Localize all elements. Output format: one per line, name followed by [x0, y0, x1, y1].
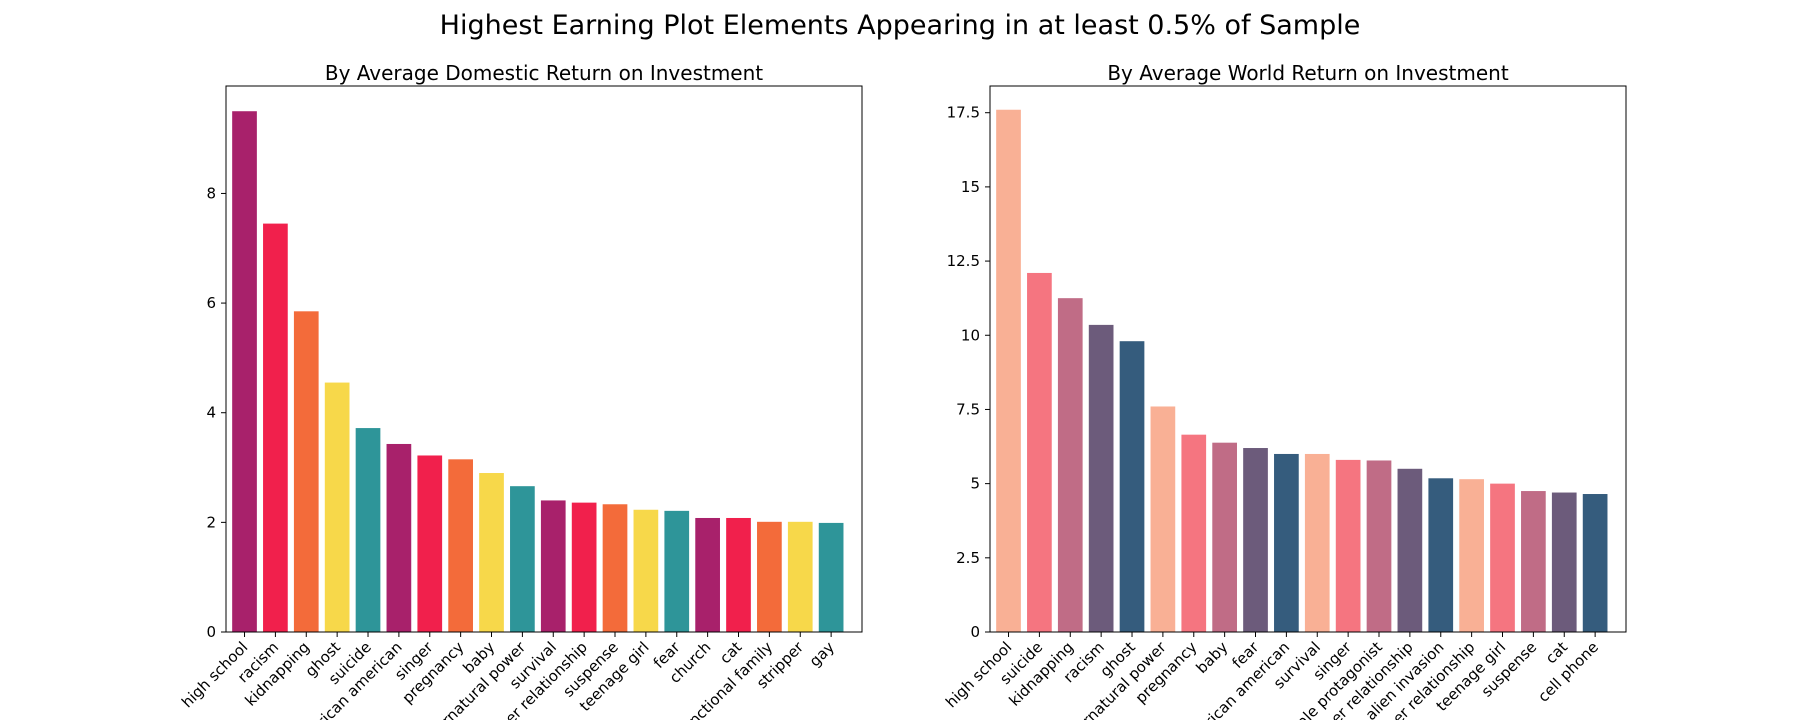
world-bar [1027, 272, 1052, 632]
domestic-bar [571, 502, 597, 632]
world-bar [1181, 434, 1207, 632]
world-y-tick-label: 17.5 [947, 104, 980, 122]
world-y-tick-label: 10 [961, 326, 980, 344]
domestic-bar [479, 473, 504, 632]
world-bar [1490, 483, 1515, 632]
domestic-y-tick-label: 2 [206, 513, 216, 531]
domestic-bar [540, 500, 566, 632]
world-bar [1274, 453, 1299, 632]
world-y-tick-label: 7.5 [956, 400, 980, 418]
world-bar [1366, 460, 1392, 632]
world-bar [1150, 406, 1176, 632]
domestic-bar [726, 517, 751, 632]
domestic-y-tick-label: 4 [206, 404, 216, 422]
domestic-bar [263, 223, 288, 632]
domestic-bar [417, 455, 443, 632]
domestic-y-tick-label: 6 [206, 294, 216, 312]
world-bar [996, 109, 1021, 633]
world-chart-title: By Average World Return on Investment [1107, 61, 1509, 85]
world-bar [1428, 478, 1454, 632]
world-y-tick-label: 15 [961, 178, 980, 196]
world-bar [1304, 453, 1330, 632]
domestic-bar [324, 382, 350, 632]
domestic-bar [664, 510, 690, 632]
world-bar [1551, 492, 1577, 632]
domestic-bar [232, 111, 257, 633]
world-bar [1212, 442, 1237, 632]
world-y-tick-label: 5 [970, 475, 980, 493]
domestic-bar [602, 504, 628, 632]
world-bar [1459, 479, 1484, 632]
domestic-bar [386, 443, 412, 632]
world-bar [1243, 448, 1268, 632]
world-y-tick-label: 2.5 [956, 549, 980, 567]
figure-suptitle: Highest Earning Plot Elements Appearing … [440, 10, 1361, 41]
domestic-bar [293, 311, 319, 632]
domestic-bar [510, 486, 535, 632]
world-bar [1582, 494, 1608, 632]
domestic-bar [448, 459, 473, 632]
world-bar [1088, 324, 1114, 633]
domestic-bar [818, 522, 844, 632]
world-bar [1335, 459, 1361, 632]
domestic-y-tick-label: 8 [206, 184, 216, 202]
world-bar [1397, 468, 1423, 632]
domestic-bar [695, 517, 720, 632]
world-bar [1521, 491, 1546, 632]
world-bar [1119, 341, 1145, 632]
domestic-chart-title: By Average Domestic Return on Investment [325, 61, 763, 85]
domestic-axes-frame [225, 85, 863, 633]
domestic-bar [355, 428, 381, 632]
domestic-bar [757, 521, 782, 632]
world-y-tick-label: 12.5 [947, 252, 980, 270]
world-axes-frame [989, 85, 1627, 633]
world-bar [1057, 298, 1083, 632]
world-y-tick-label: 0 [970, 623, 980, 641]
domestic-bar [787, 521, 813, 632]
domestic-y-tick-label: 0 [206, 623, 216, 641]
domestic-bar [633, 509, 659, 632]
